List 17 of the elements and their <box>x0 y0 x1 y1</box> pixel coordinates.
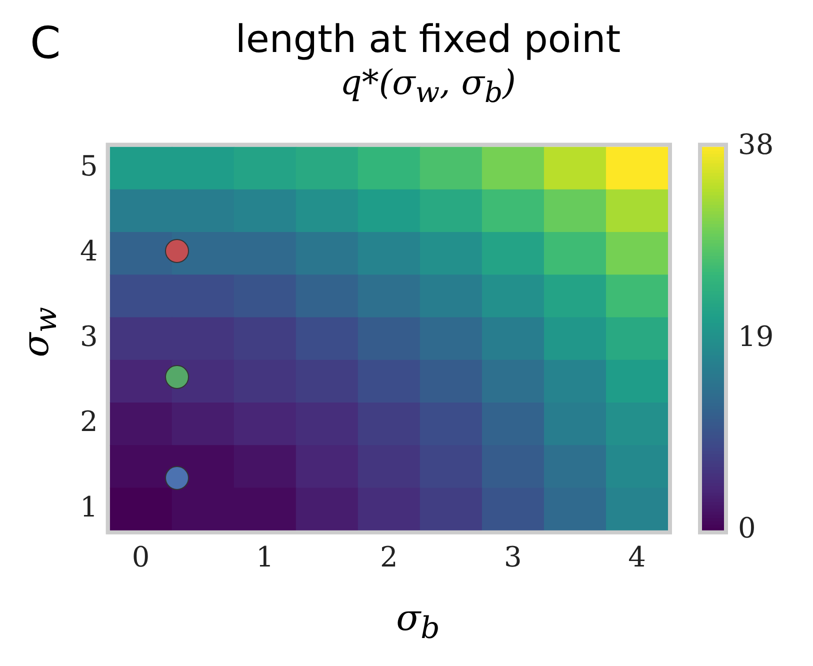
x-tick-label: 3 <box>504 540 522 574</box>
y-tick-label: 5 <box>80 149 98 182</box>
x-tick-label: 4 <box>628 540 646 574</box>
y-tick-label: 3 <box>80 320 98 353</box>
x-tick-label: 0 <box>132 540 150 574</box>
y-tick-label: 1 <box>80 490 98 524</box>
color-bar-label: 38 <box>738 128 774 162</box>
chart-title: length at fixed point <box>234 16 622 62</box>
color-bar-label: 19 <box>738 320 774 353</box>
x-tick-label: 2 <box>380 540 398 574</box>
y-tick-label: 2 <box>80 405 98 438</box>
y-tick-label: 4 <box>80 234 98 268</box>
text: C <box>30 18 61 69</box>
x-tick-label: 1 <box>256 540 274 574</box>
chart-subtitle: q*(σ$_{w}$, σ$_{b}$) <box>339 62 517 111</box>
x-axis-title: σ$_{b}$ <box>395 598 441 646</box>
color-bar-label: 0 <box>738 512 756 545</box>
